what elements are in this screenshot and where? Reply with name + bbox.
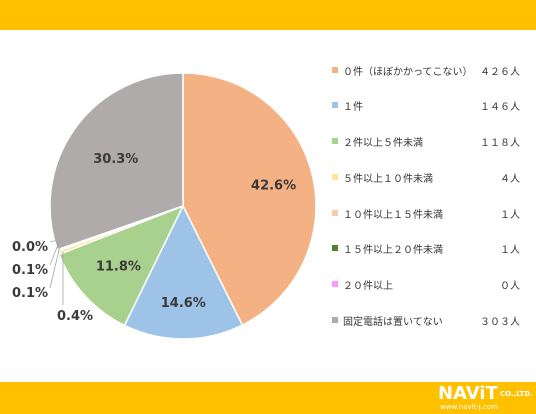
legend-item: １０件以上１５件未満 １人 xyxy=(330,206,520,222)
pie-slice xyxy=(49,72,184,251)
legend-swatch xyxy=(332,245,338,251)
top-banner xyxy=(0,0,536,30)
legend-item: ２０件以上 ０人 xyxy=(330,277,520,293)
legend-count: ３０３人 xyxy=(480,317,520,328)
leader-line xyxy=(49,239,59,243)
legend-swatch xyxy=(332,317,338,323)
leader-line xyxy=(49,241,60,266)
bottom-banner xyxy=(0,382,536,414)
legend-label: ２０件以上 xyxy=(343,281,393,292)
data-labels: 42.6% 14.6% 11.8% 0.4% 0.1% 0.1% 0.0% 30.3% xyxy=(12,152,296,324)
legend-swatch xyxy=(332,138,338,144)
legend-label: ２件以上５件未満 xyxy=(343,138,423,149)
legend-item: １件 １４６人 xyxy=(330,98,520,114)
legend-count: ０人 xyxy=(500,281,520,292)
legend-label: １０件以上１５件未満 xyxy=(343,210,443,221)
data-label: 0.0% xyxy=(12,240,48,255)
logo-url: www.navit-j.com xyxy=(440,403,498,411)
legend-count: １４６人 xyxy=(480,102,520,113)
legend-item: ２件以上５件未満 １１８人 xyxy=(330,134,520,150)
data-label: 0.1% xyxy=(12,263,48,278)
legend-swatch xyxy=(332,102,338,108)
legend-item: １５件以上２０件未満 １人 xyxy=(330,241,520,257)
legend-count: ４人 xyxy=(500,174,520,185)
data-label: 0.1% xyxy=(12,286,48,301)
pie-slice xyxy=(123,204,244,340)
legend-item: 固定電話は置いてない ３０３人 xyxy=(330,313,520,329)
pie-chart: 42.6% 14.6% 11.8% 0.4% 0.1% 0.1% 0.0% 30.3% xyxy=(12,72,317,340)
legend-count: ４２６人 xyxy=(480,67,520,78)
legend-item: ５件以上１０件未満 ４人 xyxy=(330,170,520,186)
data-label: 14.6% xyxy=(161,296,206,311)
legend: ０件（ほぼかかってこない） ４２６人 １件 １４６人 ２件以上５件未満 １１８人 ５件以上１… xyxy=(330,30,530,382)
legend-count: １１８人 xyxy=(480,138,520,149)
data-label: 0.4% xyxy=(57,309,93,324)
pie-slice xyxy=(182,72,317,327)
legend-label: 固定電話は置いてない xyxy=(343,317,443,328)
legend-swatch xyxy=(332,281,338,287)
legend-label: １５件以上２０件未満 xyxy=(343,245,443,256)
legend-count: １人 xyxy=(500,210,520,221)
legend-swatch xyxy=(332,210,338,216)
data-label: 30.3% xyxy=(93,152,138,167)
legend-label: １件 xyxy=(343,102,363,113)
leader-line xyxy=(49,245,61,289)
data-label: 11.8% xyxy=(96,259,141,274)
legend-label: ５件以上１０件未満 xyxy=(343,174,433,185)
pie-slices xyxy=(49,72,317,340)
legend-swatch xyxy=(332,174,338,180)
legend-item: ０件（ほぼかかってこない） ４２６人 xyxy=(330,63,520,79)
company-logo: NAViT CO.,LTD. www.navit-j.com xyxy=(438,383,533,412)
legend-label: ０件（ほぼかかってこない） xyxy=(343,67,473,78)
leader-lines xyxy=(49,239,64,305)
logo-company-suffix: CO.,LTD. xyxy=(500,390,533,398)
legend-swatch xyxy=(332,67,338,73)
data-label: 42.6% xyxy=(251,179,296,194)
logo-mark: NAViT xyxy=(438,383,498,404)
pie-slice xyxy=(58,204,185,327)
legend-count: １人 xyxy=(500,245,520,256)
